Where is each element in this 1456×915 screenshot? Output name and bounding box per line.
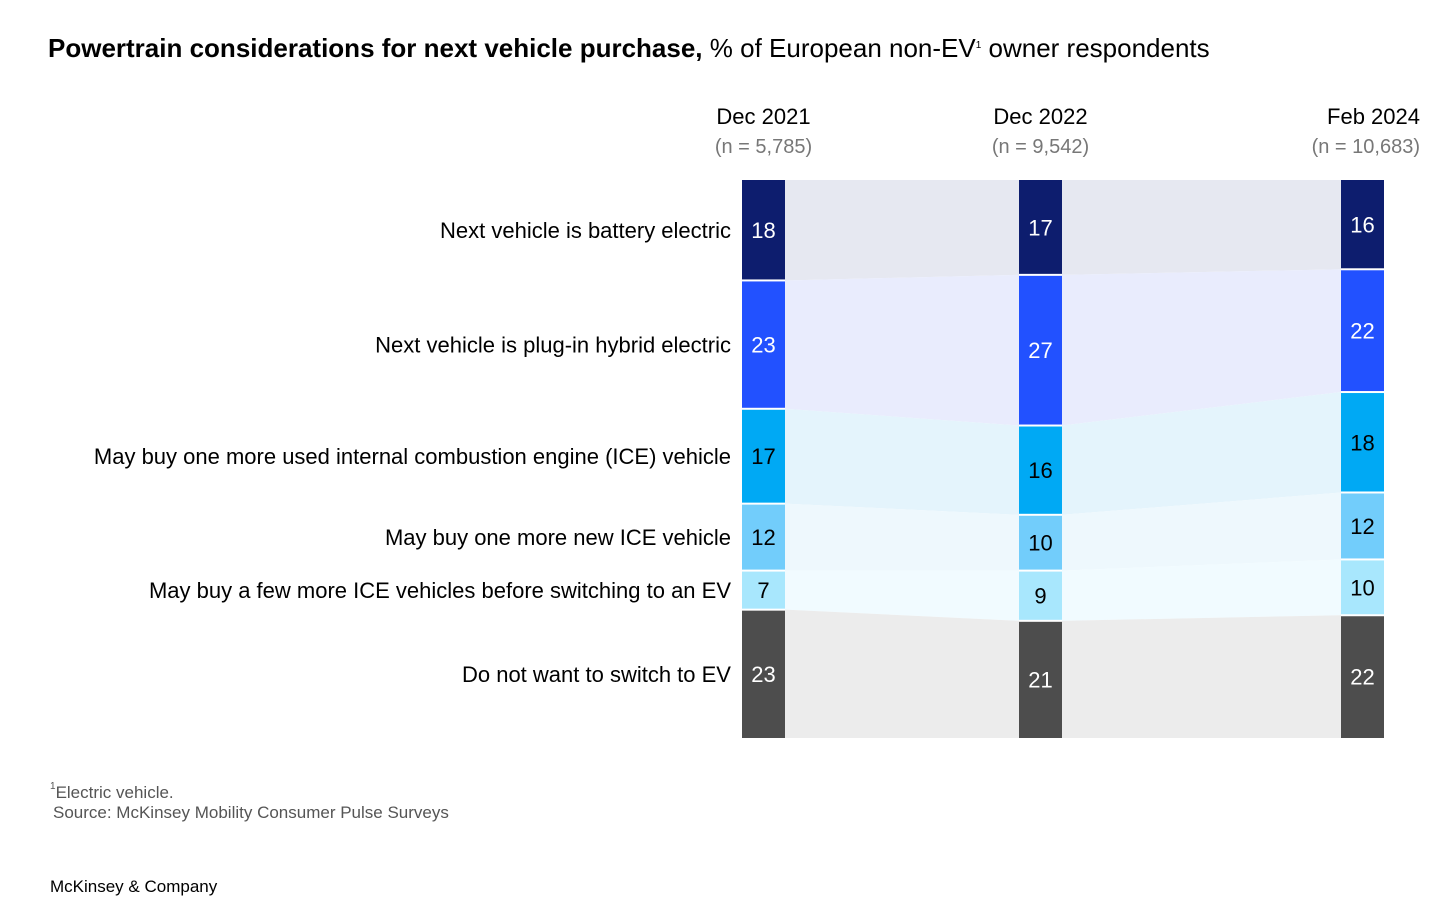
- bar-next-vehicle-is-plug-in-hybrid-electric-feb-2024: [1341, 270, 1384, 392]
- stacked-bar-chart: 18 17 16 23 27 22 17 16 18 12 10 12 7 9 10 23 21 22 Next v…: [94, 104, 1420, 738]
- bar-next-vehicle-is-plug-in-hybrid-electric-dec-2022: [1019, 275, 1062, 425]
- flow-band-may-buy-a-few-more-ice-vehicles-before-switching-to-an-ev-1: [785, 570, 1019, 621]
- bar-do-not-want-to-switch-to-ev-feb-2024: [1341, 616, 1384, 738]
- period-label: Dec 2021: [716, 104, 810, 129]
- bar-next-vehicle-is-battery-electric-dec-2021: [742, 180, 785, 280]
- data-label: 10: [1350, 575, 1374, 600]
- data-label: 9: [1034, 584, 1046, 609]
- period-label: Dec 2022: [993, 104, 1087, 129]
- footnote-text: Electric vehicle.: [55, 783, 174, 802]
- source-note: Source: McKinsey Mobility Consumer Pulse…: [53, 803, 449, 822]
- category-labels: Next vehicle is battery electric Next veh…: [94, 218, 731, 687]
- data-label: 12: [751, 525, 775, 550]
- chart-title-footnote-mark: 1: [975, 40, 982, 51]
- data-label: 18: [1350, 430, 1374, 455]
- bar-may-buy-a-few-more-ice-vehicles-before-switching-to-an-ev-feb-2024: [1341, 560, 1384, 615]
- bar-may-buy-one-more-new-ice-vehicle-dec-2021: [742, 504, 785, 570]
- data-label: 27: [1028, 338, 1052, 363]
- data-label: 17: [1028, 215, 1052, 240]
- period-label: Feb 2024: [1327, 104, 1420, 129]
- footnote: 1Electric vehicle.: [50, 781, 174, 803]
- flow-band-next-vehicle-is-plug-in-hybrid-electric-2: [1062, 269, 1341, 426]
- flow-band-may-buy-one-more-used-internal-combustion-engine-ice-vehicle-1: [785, 408, 1019, 515]
- data-label: 23: [751, 333, 775, 358]
- category-label: May buy one more new ICE vehicle: [385, 525, 731, 550]
- chart-title-bold: Powertrain considerations for next vehic…: [48, 33, 703, 63]
- chart-title-rest: % of European non-EV: [702, 33, 976, 63]
- bar-next-vehicle-is-battery-electric-feb-2024: [1341, 180, 1384, 269]
- period-sample-size: (n = 10,683): [1312, 136, 1420, 158]
- brand-logo-text: McKinsey & Company: [50, 877, 218, 896]
- bar-do-not-want-to-switch-to-ev-dec-2022: [1019, 621, 1062, 738]
- bar-may-buy-one-more-new-ice-vehicle-feb-2024: [1341, 493, 1384, 559]
- flow-band-next-vehicle-is-plug-in-hybrid-electric-1: [785, 274, 1019, 426]
- flow-band-may-buy-a-few-more-ice-vehicles-before-switching-to-an-ev-2: [1062, 559, 1341, 621]
- flow-band-next-vehicle-is-battery-electric-2: [1062, 180, 1341, 275]
- data-label: 22: [1350, 665, 1374, 690]
- data-label: 10: [1028, 531, 1052, 556]
- category-label: Next vehicle is battery electric: [440, 218, 731, 243]
- flow-band-next-vehicle-is-battery-electric-1: [785, 180, 1019, 281]
- period-headers: Dec 2021 (n = 5,785) Dec 2022 (n = 9,542) Fe…: [715, 104, 1420, 158]
- chart-title-tail: owner respondents: [981, 33, 1210, 63]
- flow-band-may-buy-one-more-new-ice-vehicle-1: [785, 503, 1019, 571]
- data-label: 16: [1028, 458, 1052, 483]
- flow-band-may-buy-one-more-new-ice-vehicle-2: [1062, 492, 1341, 571]
- flow-bands: [785, 180, 1341, 738]
- footnote-mark: 1: [50, 781, 56, 792]
- category-label: Do not want to switch to EV: [462, 662, 731, 687]
- data-label: 22: [1350, 319, 1374, 344]
- flow-band-do-not-want-to-switch-to-ev-2: [1062, 615, 1341, 738]
- data-label: 16: [1350, 213, 1374, 238]
- bar-may-buy-a-few-more-ice-vehicles-before-switching-to-an-ev-dec-2021: [742, 571, 785, 609]
- flow-band-may-buy-one-more-used-internal-combustion-engine-ice-vehicle-2: [1062, 392, 1341, 515]
- period-sample-size: (n = 9,542): [992, 136, 1089, 158]
- bar-may-buy-a-few-more-ice-vehicles-before-switching-to-an-ev-dec-2022: [1019, 571, 1062, 620]
- category-label: Next vehicle is plug-in hybrid electric: [375, 333, 731, 358]
- data-label: 18: [751, 218, 775, 243]
- category-label: May buy one more used internal combustio…: [94, 444, 731, 469]
- data-label: 12: [1350, 514, 1374, 539]
- bar-may-buy-one-more-used-internal-combustion-engine-ice-vehicle-dec-2021: [742, 409, 785, 503]
- bar-next-vehicle-is-plug-in-hybrid-electric-dec-2021: [742, 281, 785, 408]
- bar-do-not-want-to-switch-to-ev-dec-2021: [742, 610, 785, 738]
- data-label: 7: [757, 578, 769, 603]
- data-label: 21: [1028, 667, 1052, 692]
- data-label: 23: [751, 662, 775, 687]
- flow-band-do-not-want-to-switch-to-ev-1: [785, 609, 1019, 738]
- bar-may-buy-one-more-new-ice-vehicle-dec-2022: [1019, 515, 1062, 570]
- category-label: May buy a few more ICE vehicles before s…: [149, 578, 731, 603]
- bar-next-vehicle-is-battery-electric-dec-2022: [1019, 180, 1062, 274]
- bars: 18 17 16 23 27 22 17 16 18 12 10 12 7 9 10 23 21 22: [742, 180, 1384, 738]
- chart-title: Powertrain considerations for next vehic…: [48, 33, 1210, 64]
- bar-may-buy-one-more-used-internal-combustion-engine-ice-vehicle-feb-2024: [1341, 393, 1384, 492]
- period-sample-size: (n = 5,785): [715, 136, 812, 158]
- bar-may-buy-one-more-used-internal-combustion-engine-ice-vehicle-dec-2022: [1019, 426, 1062, 514]
- data-label: 17: [751, 444, 775, 469]
